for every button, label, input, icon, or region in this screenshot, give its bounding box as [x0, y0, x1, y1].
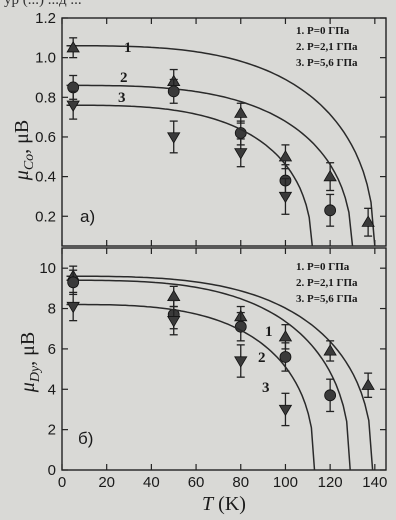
- data-point-triangle-up: [323, 169, 337, 182]
- fit-curve-3: [66, 303, 316, 471]
- curve-label: 2: [120, 70, 128, 86]
- y-tick-label: 0: [48, 462, 56, 479]
- x-tick-label: 80: [232, 474, 249, 491]
- curve-label: 1: [124, 40, 132, 56]
- data-point-triangle-up: [278, 149, 293, 162]
- data-point-circle: [67, 276, 80, 289]
- x-tick-label: 60: [188, 474, 205, 491]
- y-axis-label: μDy, μB: [17, 332, 43, 393]
- y-axis-label: μCo, μB: [11, 120, 37, 181]
- fit-curve-1: [66, 275, 374, 471]
- data-point-triangle-down: [167, 316, 181, 328]
- plot-frame: [61, 17, 387, 247]
- top-cropped-caption-text: ур (...) ...д ...: [4, 0, 82, 8]
- legend-entry: 3. P=5,6 ГПа: [296, 57, 358, 69]
- y-tick-label: 0.4: [35, 169, 56, 186]
- curve-label: 2: [258, 350, 266, 366]
- y-tick-label: 6: [48, 341, 56, 358]
- x-tick-label: 140: [362, 474, 387, 491]
- curve-label: 3: [118, 90, 126, 106]
- curve-label: 3: [262, 380, 270, 396]
- data-point-triangle-down: [66, 100, 80, 113]
- data-point-triangle-down: [278, 404, 293, 417]
- panel-label: б): [78, 429, 93, 448]
- y-tick-label: 1.0: [35, 50, 56, 67]
- data-point-triangle-up: [323, 344, 337, 356]
- x-tick-label: 0: [58, 474, 66, 491]
- data-point-triangle-down: [278, 191, 293, 204]
- fit-curve-3: [66, 104, 314, 247]
- y-tick-label: 4: [48, 381, 56, 398]
- data-point-triangle-down: [234, 356, 248, 368]
- data-point-triangle-up: [278, 330, 293, 342]
- data-point-circle: [324, 204, 337, 217]
- y-tick-label: 1.2: [35, 10, 56, 27]
- x-tick-label: 100: [273, 474, 298, 491]
- y-tick-label: 8: [48, 301, 56, 318]
- data-point-circle: [279, 351, 292, 363]
- data-point-triangle-up: [167, 289, 181, 302]
- y-tick-label: 0.6: [35, 129, 56, 146]
- x-axis-label: T (K): [202, 493, 246, 515]
- y-tick-label: 0.8: [35, 89, 56, 106]
- x-tick-label: 20: [98, 474, 115, 491]
- legend-entry: 3. P=5,6 ГПа: [296, 293, 358, 305]
- panel-a-co-moment: 0.2 0.4 0.6 0.8 1.0 1.2 μCo, μB a) 1. P=0 ГПа 2. …: [11, 10, 387, 247]
- panel-label: a): [80, 207, 95, 226]
- y-tick-label: 10: [39, 260, 56, 277]
- legend-entry: 1. P=0 ГПа: [296, 261, 350, 273]
- y-tick-label: 2: [48, 422, 56, 439]
- x-tick-label: 40: [143, 474, 160, 491]
- data-point-triangle-up: [234, 106, 248, 118]
- data-point-circle: [167, 85, 180, 98]
- legend-entry: 1. P=0 ГПа: [296, 25, 350, 37]
- legend-entry: 2. P=2,1 ГПа: [296, 277, 358, 289]
- legend-entry: 2. P=2,1 ГПа: [296, 41, 358, 53]
- data-point-triangle-down: [234, 148, 248, 160]
- data-point-triangle-down: [167, 132, 181, 144]
- data-point-triangle-up: [66, 40, 80, 53]
- x-tick-label: 120: [318, 474, 343, 491]
- y-tick-label: 0.2: [35, 208, 56, 225]
- data-point-circle: [324, 389, 337, 402]
- fit-curve-2: [66, 279, 351, 471]
- top-cropped-caption: ур (...) ...д ...: [0, 0, 396, 10]
- fit-curve-2: [66, 84, 354, 247]
- curve-label: 1: [265, 324, 273, 340]
- data-point-triangle-down: [66, 301, 80, 314]
- data-point-triangle-up: [361, 378, 375, 390]
- plot-frame: [61, 247, 387, 471]
- fit-curve-1: [66, 45, 376, 247]
- data-point-triangle-up: [361, 215, 375, 227]
